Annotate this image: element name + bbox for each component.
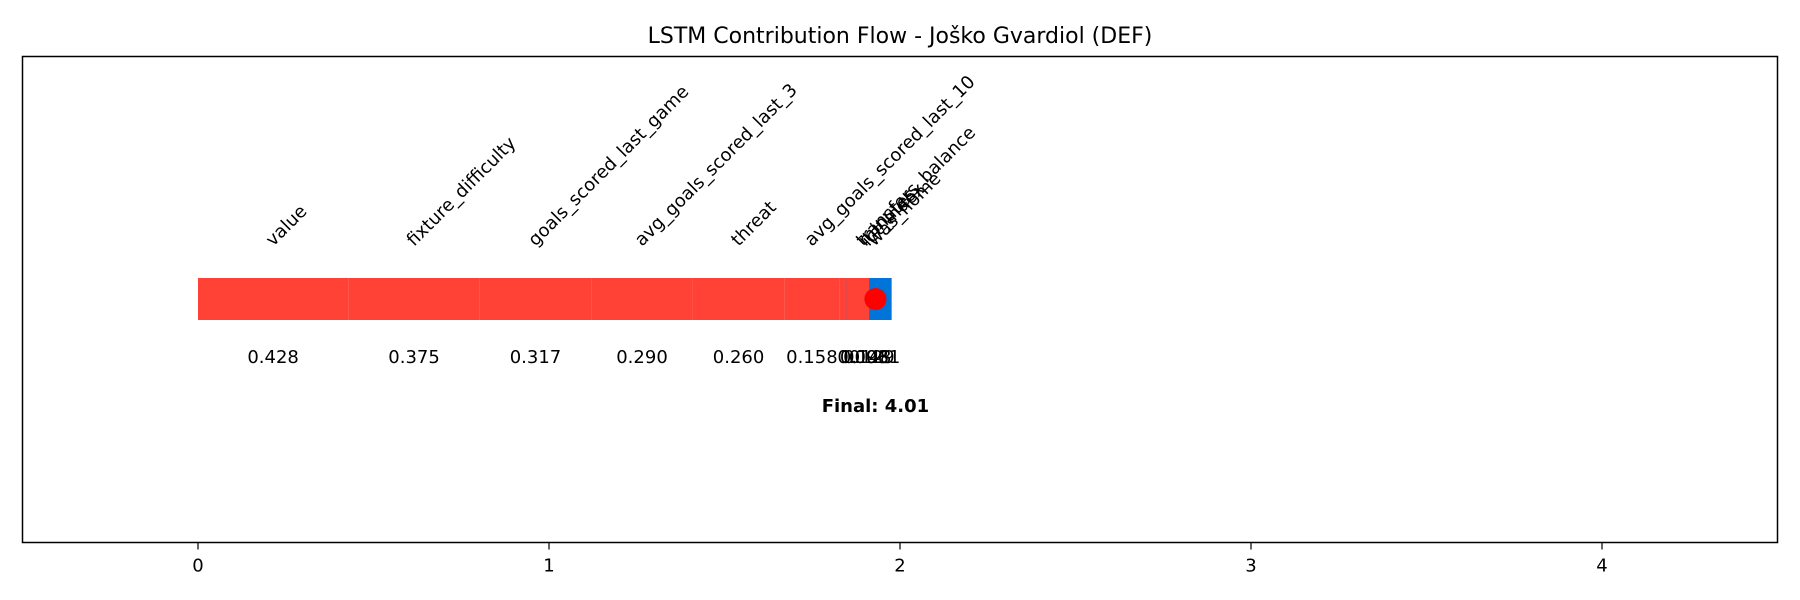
contribution-bar bbox=[198, 278, 349, 320]
x-tick-label: 2 bbox=[894, 556, 905, 577]
contribution-bars bbox=[198, 278, 892, 320]
x-tick-label: 3 bbox=[1245, 556, 1256, 577]
value-label: 0.260 bbox=[713, 347, 765, 368]
contribution-bar bbox=[784, 278, 840, 320]
contribution-bar bbox=[479, 278, 592, 320]
value-label: 0.290 bbox=[616, 347, 668, 368]
feature-label: threat bbox=[727, 197, 780, 250]
final-label: Final: 4.01 bbox=[822, 396, 929, 417]
chart-title: LSTM Contribution Flow - Joško Gvardiol … bbox=[648, 24, 1153, 49]
value-label: 0.031 bbox=[849, 347, 901, 368]
contribution-bar bbox=[692, 278, 785, 320]
feature-label: fixture_difficulty bbox=[403, 133, 521, 251]
value-label: 0.317 bbox=[510, 347, 562, 368]
x-tick-label: 1 bbox=[543, 556, 554, 577]
contribution-bar bbox=[348, 278, 480, 320]
final-marker bbox=[864, 288, 887, 310]
feature-labels: value fixture_difficulty goals_scored_last… bbox=[262, 72, 980, 251]
x-axis: 0 1 2 3 4 bbox=[192, 542, 1608, 577]
value-label: 0.148 bbox=[840, 347, 892, 368]
contribution-bar bbox=[591, 278, 693, 320]
value-label: 0.096 bbox=[837, 347, 889, 368]
value-label: 0.375 bbox=[388, 347, 440, 368]
value-labels: 0.428 0.375 0.317 0.290 0.260 0.158 0.1480.129… bbox=[247, 347, 900, 368]
value-label: 0.428 bbox=[247, 347, 299, 368]
x-tick-label: 0 bbox=[192, 556, 203, 577]
x-tick-label: 4 bbox=[1596, 556, 1607, 577]
value-label: 0.158 bbox=[786, 347, 838, 368]
feature-label: value bbox=[262, 201, 312, 251]
value-label: 0.129 bbox=[843, 347, 895, 368]
